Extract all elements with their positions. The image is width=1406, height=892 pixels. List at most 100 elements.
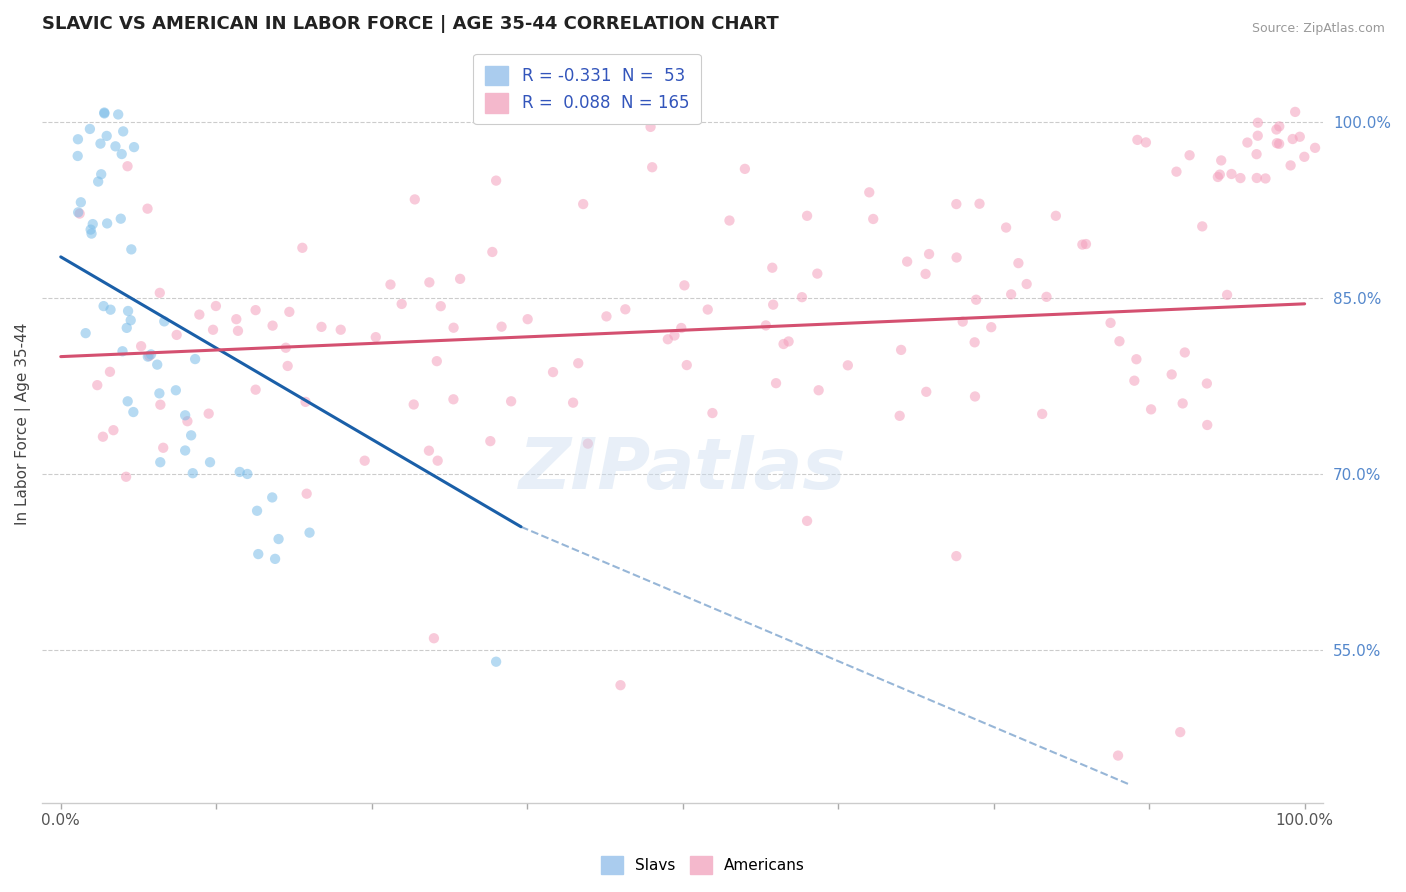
Point [391, 297, 413, 311]
Point [479, 434, 502, 449]
Point [115, 469, 138, 483]
Point [426, 354, 449, 368]
Point [671, 321, 693, 335]
Point [980, 320, 1002, 334]
Point [963, 389, 986, 403]
Point [262, 491, 284, 505]
Point [485, 173, 508, 187]
Point [1288, 129, 1310, 144]
Point [1107, 748, 1129, 763]
Point [501, 394, 523, 409]
Point [481, 244, 503, 259]
Point [765, 376, 787, 391]
Point [117, 394, 139, 409]
Point [205, 299, 228, 313]
Point [889, 409, 911, 423]
Point [718, 213, 741, 227]
Point [152, 441, 174, 455]
Point [166, 327, 188, 342]
Point [149, 398, 172, 412]
Point [93, 299, 115, 313]
Text: ZIPatlas: ZIPatlas [519, 435, 846, 504]
Point [1284, 104, 1306, 119]
Point [609, 678, 631, 692]
Point [1071, 237, 1094, 252]
Point [1246, 147, 1268, 161]
Point [277, 359, 299, 373]
Point [247, 547, 270, 561]
Point [180, 428, 202, 442]
Point [103, 423, 125, 437]
Point [567, 356, 589, 370]
Point [148, 386, 170, 401]
Point [449, 272, 471, 286]
Point [93, 105, 115, 120]
Point [1035, 290, 1057, 304]
Point [165, 384, 187, 398]
Point [298, 525, 321, 540]
Point [176, 414, 198, 428]
Point [995, 220, 1018, 235]
Point [245, 303, 267, 318]
Point [755, 318, 778, 333]
Point [778, 334, 800, 349]
Point [91, 430, 114, 444]
Point [945, 197, 967, 211]
Point [762, 298, 785, 312]
Point [117, 304, 139, 318]
Point [181, 466, 204, 480]
Point [965, 293, 987, 307]
Point [485, 655, 508, 669]
Point [918, 247, 941, 261]
Point [1108, 334, 1130, 349]
Point [197, 407, 219, 421]
Point [380, 277, 402, 292]
Point [274, 341, 297, 355]
Point [896, 254, 918, 268]
Point [858, 186, 880, 200]
Point [576, 436, 599, 450]
Point [69, 206, 91, 220]
Point [149, 455, 172, 469]
Point [291, 241, 314, 255]
Point [772, 337, 794, 351]
Point [890, 343, 912, 357]
Point [1000, 287, 1022, 301]
Point [110, 211, 132, 226]
Point [1220, 167, 1243, 181]
Point [93, 106, 115, 120]
Point [1074, 237, 1097, 252]
Point [104, 139, 127, 153]
Point [1045, 209, 1067, 223]
Point [70, 195, 93, 210]
Point [1247, 116, 1270, 130]
Point [66, 149, 89, 163]
Point [184, 352, 207, 367]
Point [1123, 374, 1146, 388]
Point [112, 124, 135, 138]
Point [90, 167, 112, 181]
Text: Source: ZipAtlas.com: Source: ZipAtlas.com [1251, 22, 1385, 36]
Point [136, 202, 159, 216]
Legend: Slavs, Americans: Slavs, Americans [595, 850, 811, 880]
Point [115, 321, 138, 335]
Point [1126, 133, 1149, 147]
Point [1168, 725, 1191, 739]
Point [136, 350, 159, 364]
Point [952, 315, 974, 329]
Point [1254, 171, 1277, 186]
Point [82, 217, 104, 231]
Legend: R = -0.331  N =  53, R =  0.088  N = 165: R = -0.331 N = 53, R = 0.088 N = 165 [474, 54, 700, 124]
Point [246, 504, 269, 518]
Point [198, 455, 221, 469]
Point [1236, 136, 1258, 150]
Point [443, 320, 465, 334]
Point [1160, 368, 1182, 382]
Point [79, 222, 101, 236]
Point [228, 465, 250, 479]
Point [329, 323, 352, 337]
Point [111, 344, 134, 359]
Point [107, 107, 129, 121]
Point [702, 406, 724, 420]
Point [264, 552, 287, 566]
